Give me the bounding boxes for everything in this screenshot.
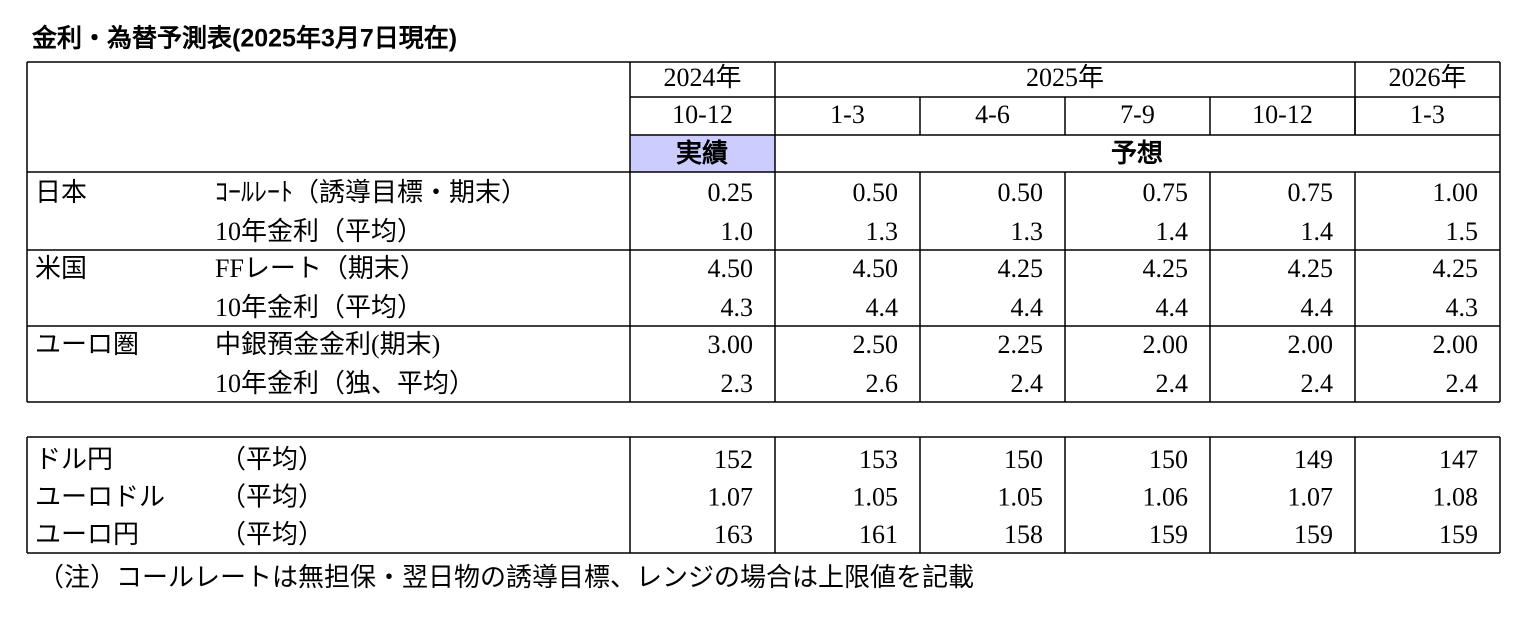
cell-value: 150	[1149, 445, 1188, 474]
cell-value: 2.4	[1446, 369, 1479, 398]
year-header: 2026年	[1388, 63, 1466, 92]
fx-note: （平均）	[220, 482, 324, 511]
cell-value: 158	[1004, 520, 1043, 549]
cell-value: 153	[859, 445, 898, 474]
cell-value: 2.4	[1156, 369, 1189, 398]
region-label: ユーロ圏	[35, 330, 139, 359]
cell-value: 4.25	[1288, 254, 1334, 283]
quarter-header: 1-3	[1410, 100, 1445, 129]
cell-value: 0.50	[998, 178, 1044, 207]
cell-value: 2.25	[998, 330, 1044, 359]
cell-value: 1.0	[721, 217, 754, 246]
cell-value: 4.25	[998, 254, 1044, 283]
title: 金利・為替予測表(2025年3月7日現在)	[31, 24, 457, 53]
cell-value: 152	[714, 445, 753, 474]
quarter-header: 4-6	[975, 100, 1010, 129]
cell-value: 2.4	[1011, 369, 1044, 398]
cell-value: 4.50	[708, 254, 754, 283]
row-label: 10年金利（平均）	[215, 217, 423, 246]
quarter-header: 10-12	[672, 100, 733, 129]
cell-value: 1.3	[1011, 217, 1044, 246]
cell-value: 4.3	[721, 293, 754, 322]
year-header: 2024年	[663, 63, 741, 92]
cell-value: 2.00	[1288, 330, 1334, 359]
row-label: 10年金利（独、平均）	[215, 369, 475, 398]
cell-value: 4.4	[1011, 293, 1044, 322]
cell-value: 4.4	[1301, 293, 1334, 322]
cell-value: 159	[1294, 520, 1333, 549]
cell-value: 2.00	[1143, 330, 1189, 359]
cell-value: 1.05	[853, 482, 899, 511]
fx-label: ユーロドル	[35, 482, 165, 511]
cell-value: 163	[714, 520, 753, 549]
cell-value: 1.00	[1433, 178, 1479, 207]
region-label: 日本	[35, 178, 87, 207]
cell-value: 1.4	[1301, 217, 1334, 246]
cell-value: 4.25	[1433, 254, 1479, 283]
cell-value: 0.75	[1143, 178, 1189, 207]
cell-value: 1.07	[1288, 482, 1334, 511]
cell-value: 2.3	[721, 369, 754, 398]
row-label: 10年金利（平均）	[215, 293, 423, 322]
cell-value: 4.25	[1143, 254, 1189, 283]
cell-value: 1.05	[998, 482, 1044, 511]
cell-value: 159	[1439, 520, 1478, 549]
cell-value: 4.4	[1156, 293, 1189, 322]
region-label: 米国	[35, 254, 87, 283]
cell-value: 2.50	[853, 330, 899, 359]
cell-value: 2.6	[866, 369, 899, 398]
quarter-header: 1-3	[830, 100, 865, 129]
cell-value: 0.50	[853, 178, 899, 207]
cell-value: 161	[859, 520, 898, 549]
fx-note: （平均）	[220, 445, 324, 474]
cell-value: 4.3	[1446, 293, 1479, 322]
year-header: 2025年	[1026, 63, 1104, 92]
quarter-header: 10-12	[1252, 100, 1313, 129]
cell-value: 149	[1294, 445, 1333, 474]
cell-value: 159	[1149, 520, 1188, 549]
cell-value: 1.3	[866, 217, 899, 246]
cell-value: 2.4	[1301, 369, 1334, 398]
row-label: FFレート（期末）	[215, 254, 426, 283]
cell-value: 4.50	[853, 254, 899, 283]
cell-value: 2.00	[1433, 330, 1479, 359]
cell-value: 3.00	[708, 330, 754, 359]
cell-value: 150	[1004, 445, 1043, 474]
cell-value: 1.07	[708, 482, 754, 511]
actual-cell	[630, 135, 775, 172]
cell-value: 1.4	[1156, 217, 1189, 246]
quarter-header: 7-9	[1120, 100, 1155, 129]
fx-label: ドル円	[35, 445, 113, 474]
cell-value: 0.25	[708, 178, 754, 207]
footnote: （注）コールレートは無担保・翌日物の誘導目標、レンジの場合は上限値を記載	[38, 563, 974, 592]
cell-value: 1.5	[1446, 217, 1479, 246]
forecast-header: 予想	[1111, 138, 1163, 168]
fx-note: （平均）	[220, 520, 324, 549]
cell-value: 4.4	[866, 293, 899, 322]
cell-value: 0.75	[1288, 178, 1334, 207]
cell-value: 1.08	[1433, 482, 1479, 511]
cell-value: 1.06	[1143, 482, 1189, 511]
row-label: ｺｰﾙﾚｰﾄ（誘導目標・期末）	[215, 178, 527, 207]
actual-header: 実績	[676, 138, 728, 168]
row-label: 中銀預金金利(期末)	[215, 330, 440, 359]
cell-value: 147	[1439, 445, 1478, 474]
fx-label: ユーロ円	[35, 520, 139, 549]
